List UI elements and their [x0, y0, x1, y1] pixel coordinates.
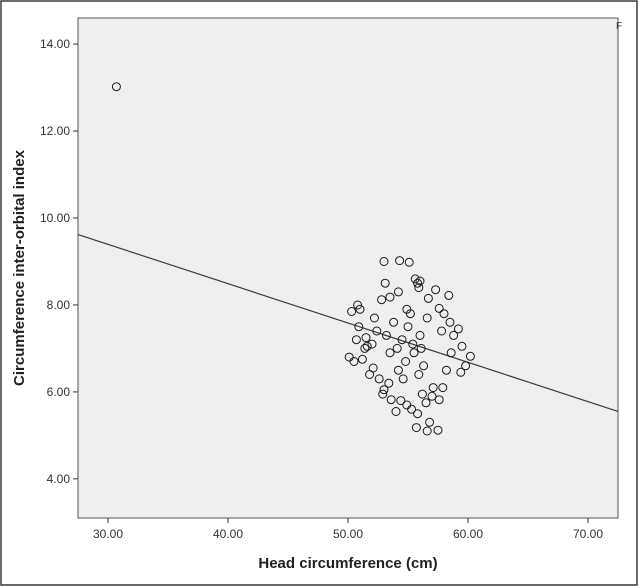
- data-point: [439, 309, 449, 319]
- data-point: [111, 82, 121, 92]
- data-point: [414, 283, 424, 293]
- data-point: [415, 330, 425, 340]
- data-point: [401, 357, 411, 366]
- y-tick-label: 6.00: [47, 385, 71, 399]
- x-tick-label: 70.00: [573, 527, 603, 541]
- data-point: [354, 322, 364, 332]
- data-point: [431, 285, 441, 295]
- data-point: [453, 324, 463, 334]
- data-point: [407, 404, 417, 414]
- data-point: [362, 341, 372, 351]
- data-point: [380, 278, 390, 288]
- data-point: [381, 330, 391, 340]
- data-point: [397, 335, 407, 345]
- data-point: [441, 365, 451, 375]
- data-point: [411, 423, 421, 433]
- data-point: [461, 361, 471, 371]
- y-tick-label: 10.00: [40, 211, 70, 225]
- data-point: [449, 330, 459, 340]
- data-point: [392, 343, 402, 353]
- data-point: [433, 425, 443, 435]
- data-point: [421, 398, 431, 408]
- data-point: [385, 292, 395, 302]
- data-point: [372, 326, 382, 336]
- x-tick-label: 30.00: [93, 527, 123, 541]
- y-tick-label: 14.00: [40, 37, 70, 51]
- data-point: [445, 317, 455, 327]
- y-axis: 4.00 6.00 8.00 10.00 12.00 14.00: [40, 37, 78, 486]
- data-point: [408, 339, 418, 349]
- data-point: [422, 426, 432, 436]
- data-point: [428, 383, 438, 393]
- regression-line: [77, 233, 619, 413]
- data-point: [414, 370, 424, 379]
- y-tick-label: 12.00: [40, 124, 70, 138]
- y-axis-title: Circumference inter-orbital index: [11, 149, 28, 386]
- data-point: [398, 374, 408, 384]
- data-point: [393, 365, 403, 375]
- data-point: [357, 354, 367, 364]
- data-point: [355, 304, 365, 314]
- data-point: [434, 395, 444, 405]
- fit-line-layer: [77, 233, 619, 413]
- data-point: [434, 303, 444, 313]
- data-point: [402, 304, 412, 314]
- data-point: [379, 385, 389, 395]
- data-point: [391, 407, 401, 416]
- data-point: [374, 374, 384, 384]
- data-point: [369, 313, 379, 323]
- data-points-layer: [111, 82, 475, 436]
- data-point: [386, 395, 396, 405]
- data-point: [349, 357, 359, 366]
- data-point: [378, 389, 388, 399]
- data-point: [427, 391, 437, 401]
- data-point: [385, 348, 395, 358]
- data-point: [396, 396, 406, 406]
- data-point: [444, 290, 454, 300]
- data-point: [438, 383, 448, 393]
- data-point: [347, 307, 357, 316]
- corner-mark: F: [616, 21, 622, 32]
- data-point: [410, 274, 420, 284]
- data-point: [417, 389, 427, 399]
- data-point: [384, 378, 394, 388]
- x-axis: 30.00 40.00 50.00 60.00 70.00: [93, 518, 603, 541]
- data-point: [465, 351, 475, 361]
- data-point: [367, 339, 377, 349]
- data-point: [379, 257, 389, 266]
- data-point: [456, 367, 466, 377]
- data-point: [425, 417, 435, 427]
- data-point: [416, 343, 426, 353]
- data-point: [409, 348, 419, 358]
- data-point: [393, 287, 403, 297]
- data-point: [446, 348, 456, 358]
- data-point: [361, 333, 371, 343]
- x-tick-label: 50.00: [333, 527, 363, 541]
- data-point: [377, 295, 387, 305]
- data-point: [395, 256, 405, 266]
- data-point: [413, 278, 423, 288]
- y-tick-label: 4.00: [47, 472, 71, 486]
- data-point: [353, 300, 363, 310]
- data-point: [389, 317, 399, 327]
- x-tick-label: 40.00: [213, 527, 243, 541]
- data-point: [413, 409, 423, 419]
- data-point: [457, 341, 467, 351]
- data-point: [403, 322, 413, 332]
- data-point: [419, 361, 429, 371]
- data-point: [351, 335, 361, 345]
- x-axis-title: Head circumference (cm): [258, 555, 437, 572]
- data-point: [422, 313, 432, 323]
- data-point: [423, 293, 433, 303]
- y-tick-label: 8.00: [47, 298, 71, 312]
- data-point: [360, 343, 370, 353]
- data-point: [368, 363, 378, 373]
- data-point: [437, 326, 447, 336]
- data-point: [404, 257, 414, 267]
- x-tick-label: 60.00: [453, 527, 483, 541]
- data-point: [415, 276, 425, 286]
- plot-area: [77, 17, 619, 519]
